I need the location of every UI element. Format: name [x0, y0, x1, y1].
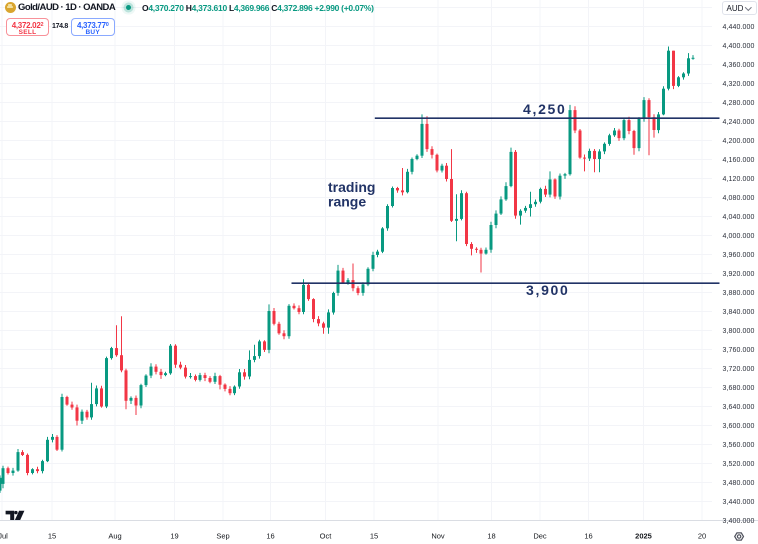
svg-text:20: 20 [698, 532, 706, 541]
svg-text:3,640.000: 3,640.000 [722, 404, 754, 411]
svg-text:3,880.000: 3,880.000 [722, 290, 754, 297]
svg-text:4,200.000: 4,200.000 [722, 138, 754, 145]
svg-text:3,760.000: 3,760.000 [722, 347, 754, 354]
svg-text:3,560.000: 3,560.000 [722, 442, 754, 449]
svg-text:4,320.000: 4,320.000 [722, 81, 754, 88]
svg-text:trading: trading [328, 179, 375, 195]
svg-text:15: 15 [48, 532, 56, 541]
svg-text:Oct: Oct [320, 532, 333, 541]
svg-text:3,960.000: 3,960.000 [722, 252, 754, 259]
svg-text:3,720.000: 3,720.000 [722, 366, 754, 373]
svg-text:4,280.000: 4,280.000 [722, 100, 754, 107]
svg-text:3,600.000: 3,600.000 [722, 423, 754, 430]
svg-text:4,000.000: 4,000.000 [722, 233, 754, 240]
svg-text:Aug: Aug [108, 532, 121, 541]
svg-text:3,920.000: 3,920.000 [722, 271, 754, 278]
svg-text:Nov: Nov [431, 532, 445, 541]
svg-text:16: 16 [266, 532, 274, 541]
svg-text:3,840.000: 3,840.000 [722, 309, 754, 316]
svg-text:4,360.000: 4,360.000 [722, 62, 754, 69]
svg-text:3,900: 3,900 [526, 282, 570, 298]
svg-text:4,120.000: 4,120.000 [722, 176, 754, 183]
svg-text:4,080.000: 4,080.000 [722, 195, 754, 202]
svg-text:4,440.000: 4,440.000 [722, 24, 754, 31]
svg-text:3,520.000: 3,520.000 [722, 461, 754, 468]
svg-text:4,040.000: 4,040.000 [722, 214, 754, 221]
svg-text:3,680.000: 3,680.000 [722, 385, 754, 392]
svg-text:18: 18 [487, 532, 495, 541]
svg-text:Jul: Jul [0, 532, 8, 541]
svg-text:2025: 2025 [635, 532, 652, 541]
svg-text:4,400.000: 4,400.000 [722, 43, 754, 50]
svg-text:3,800.000: 3,800.000 [722, 328, 754, 335]
svg-text:4,250: 4,250 [523, 101, 567, 117]
svg-text:19: 19 [170, 532, 178, 541]
svg-text:range: range [328, 194, 366, 210]
svg-text:4,240.000: 4,240.000 [722, 119, 754, 126]
svg-text:Dec: Dec [533, 532, 547, 541]
svg-text:16: 16 [584, 532, 592, 541]
svg-text:3,400.000: 3,400.000 [722, 518, 754, 525]
svg-text:3,480.000: 3,480.000 [722, 480, 754, 487]
svg-text:3,440.000: 3,440.000 [722, 499, 754, 506]
svg-text:Sep: Sep [216, 532, 229, 541]
svg-text:15: 15 [370, 532, 378, 541]
svg-text:4,160.000: 4,160.000 [722, 157, 754, 164]
